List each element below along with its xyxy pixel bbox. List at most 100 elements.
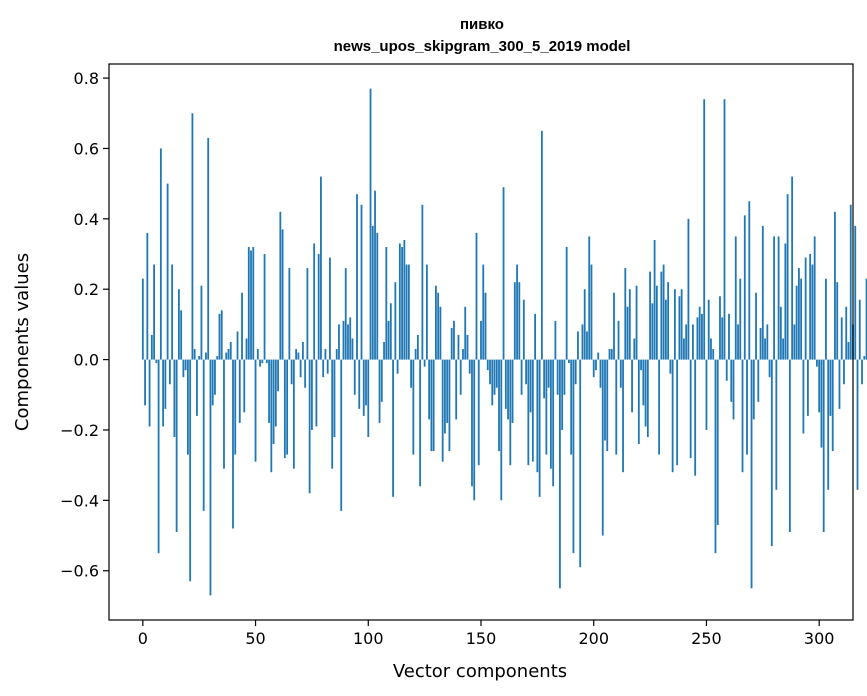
bar-248 [701,313,703,360]
bar-195 [581,324,584,360]
bar-99 [365,359,367,406]
bar-141 [459,359,462,395]
bar-46 [245,338,248,360]
bar-206 [606,359,609,452]
bar-321 [865,278,867,360]
bar-84 [331,359,334,469]
bar-120 [412,359,415,455]
bar-104 [376,232,379,360]
bar-182 [552,359,555,487]
bar-105 [378,359,381,423]
bar-20 [187,359,189,455]
bar-127 [428,359,431,420]
bar-42 [236,331,239,360]
bar-275 [761,225,764,360]
bar-41 [234,359,237,455]
bar-139 [455,359,458,420]
bar-146 [471,359,473,487]
bar-94 [353,359,356,395]
bar-73 [306,268,309,360]
bar-24 [196,359,198,416]
bar-78 [317,254,320,360]
bar-250 [705,359,708,430]
axes-group: 0 50 100 150 200 250 300 −0.6 −0.4 −0.2 0.0 0.2 0.4 0… [60,63,854,648]
bar-25 [198,356,201,360]
bar-135 [446,359,449,423]
bar-57 [270,359,273,473]
bar-66 [290,359,293,385]
bar-88 [340,359,343,511]
y-tick-label-2: −0.2 [60,421,99,440]
bar-244 [692,324,694,360]
bar-308 [836,282,839,360]
bar-197 [586,331,588,360]
bar-28 [205,352,207,360]
bar-112 [394,282,397,360]
bar-18 [182,359,185,378]
bar-64 [286,359,289,455]
bar-256 [719,296,721,360]
bar-232 [664,299,667,360]
bar-177 [540,130,543,360]
bar-132 [439,306,442,360]
bar-19 [184,359,187,371]
bar-287 [788,359,791,533]
bar-1 [144,359,146,406]
bar-158 [498,359,500,452]
bar-107 [383,342,385,360]
bar-299 [816,359,818,367]
bar-227 [653,239,656,360]
bar-43 [238,359,241,423]
bar-69 [297,352,300,360]
bar-150 [480,320,482,360]
bar-311 [843,359,845,385]
bar-198 [588,236,591,360]
bar-109 [387,320,390,360]
bar-196 [583,289,586,360]
bar-89 [342,320,345,360]
bar-122 [416,334,419,360]
bar-151 [482,264,485,360]
bar-201 [595,359,597,371]
bar-292 [800,278,803,360]
bar-32 [214,359,216,395]
bar-137 [450,327,453,360]
bar-144 [466,334,469,360]
bar-30 [209,359,212,596]
bar-224 [646,359,649,438]
bar-12 [168,359,171,385]
bar-170 [525,359,527,385]
bar-231 [662,264,665,360]
bar-47 [247,246,250,360]
bar-74 [308,359,311,494]
bar-45 [243,359,246,413]
bar-303 [825,278,827,360]
y-tick-label-3: 0.0 [74,351,99,370]
bar-149 [477,359,480,466]
bar-307 [834,211,836,360]
bar-290 [795,285,798,360]
bar-22 [191,113,194,360]
bar-119 [410,359,413,388]
bar-225 [649,271,651,360]
bar-207 [608,349,611,360]
bar-142 [462,349,464,360]
bar-184 [556,359,559,395]
bar-179 [545,359,548,455]
bar-62 [281,229,284,360]
bar-153 [486,359,489,371]
bar-300 [818,359,821,413]
x-tick-label-150: 150 [466,629,497,648]
bar-118 [407,264,410,360]
bar-280 [773,236,775,360]
bar-108 [385,246,388,360]
bar-10 [164,359,167,409]
chart-subtitle: news_upos_skipgram_300_5_2019 model [334,38,631,55]
bar-236 [673,289,676,360]
bar-288 [791,176,794,360]
x-tick-label-0: 0 [138,629,148,648]
bar-230 [660,271,663,360]
bar-296 [809,254,812,360]
bar-229 [658,359,661,455]
